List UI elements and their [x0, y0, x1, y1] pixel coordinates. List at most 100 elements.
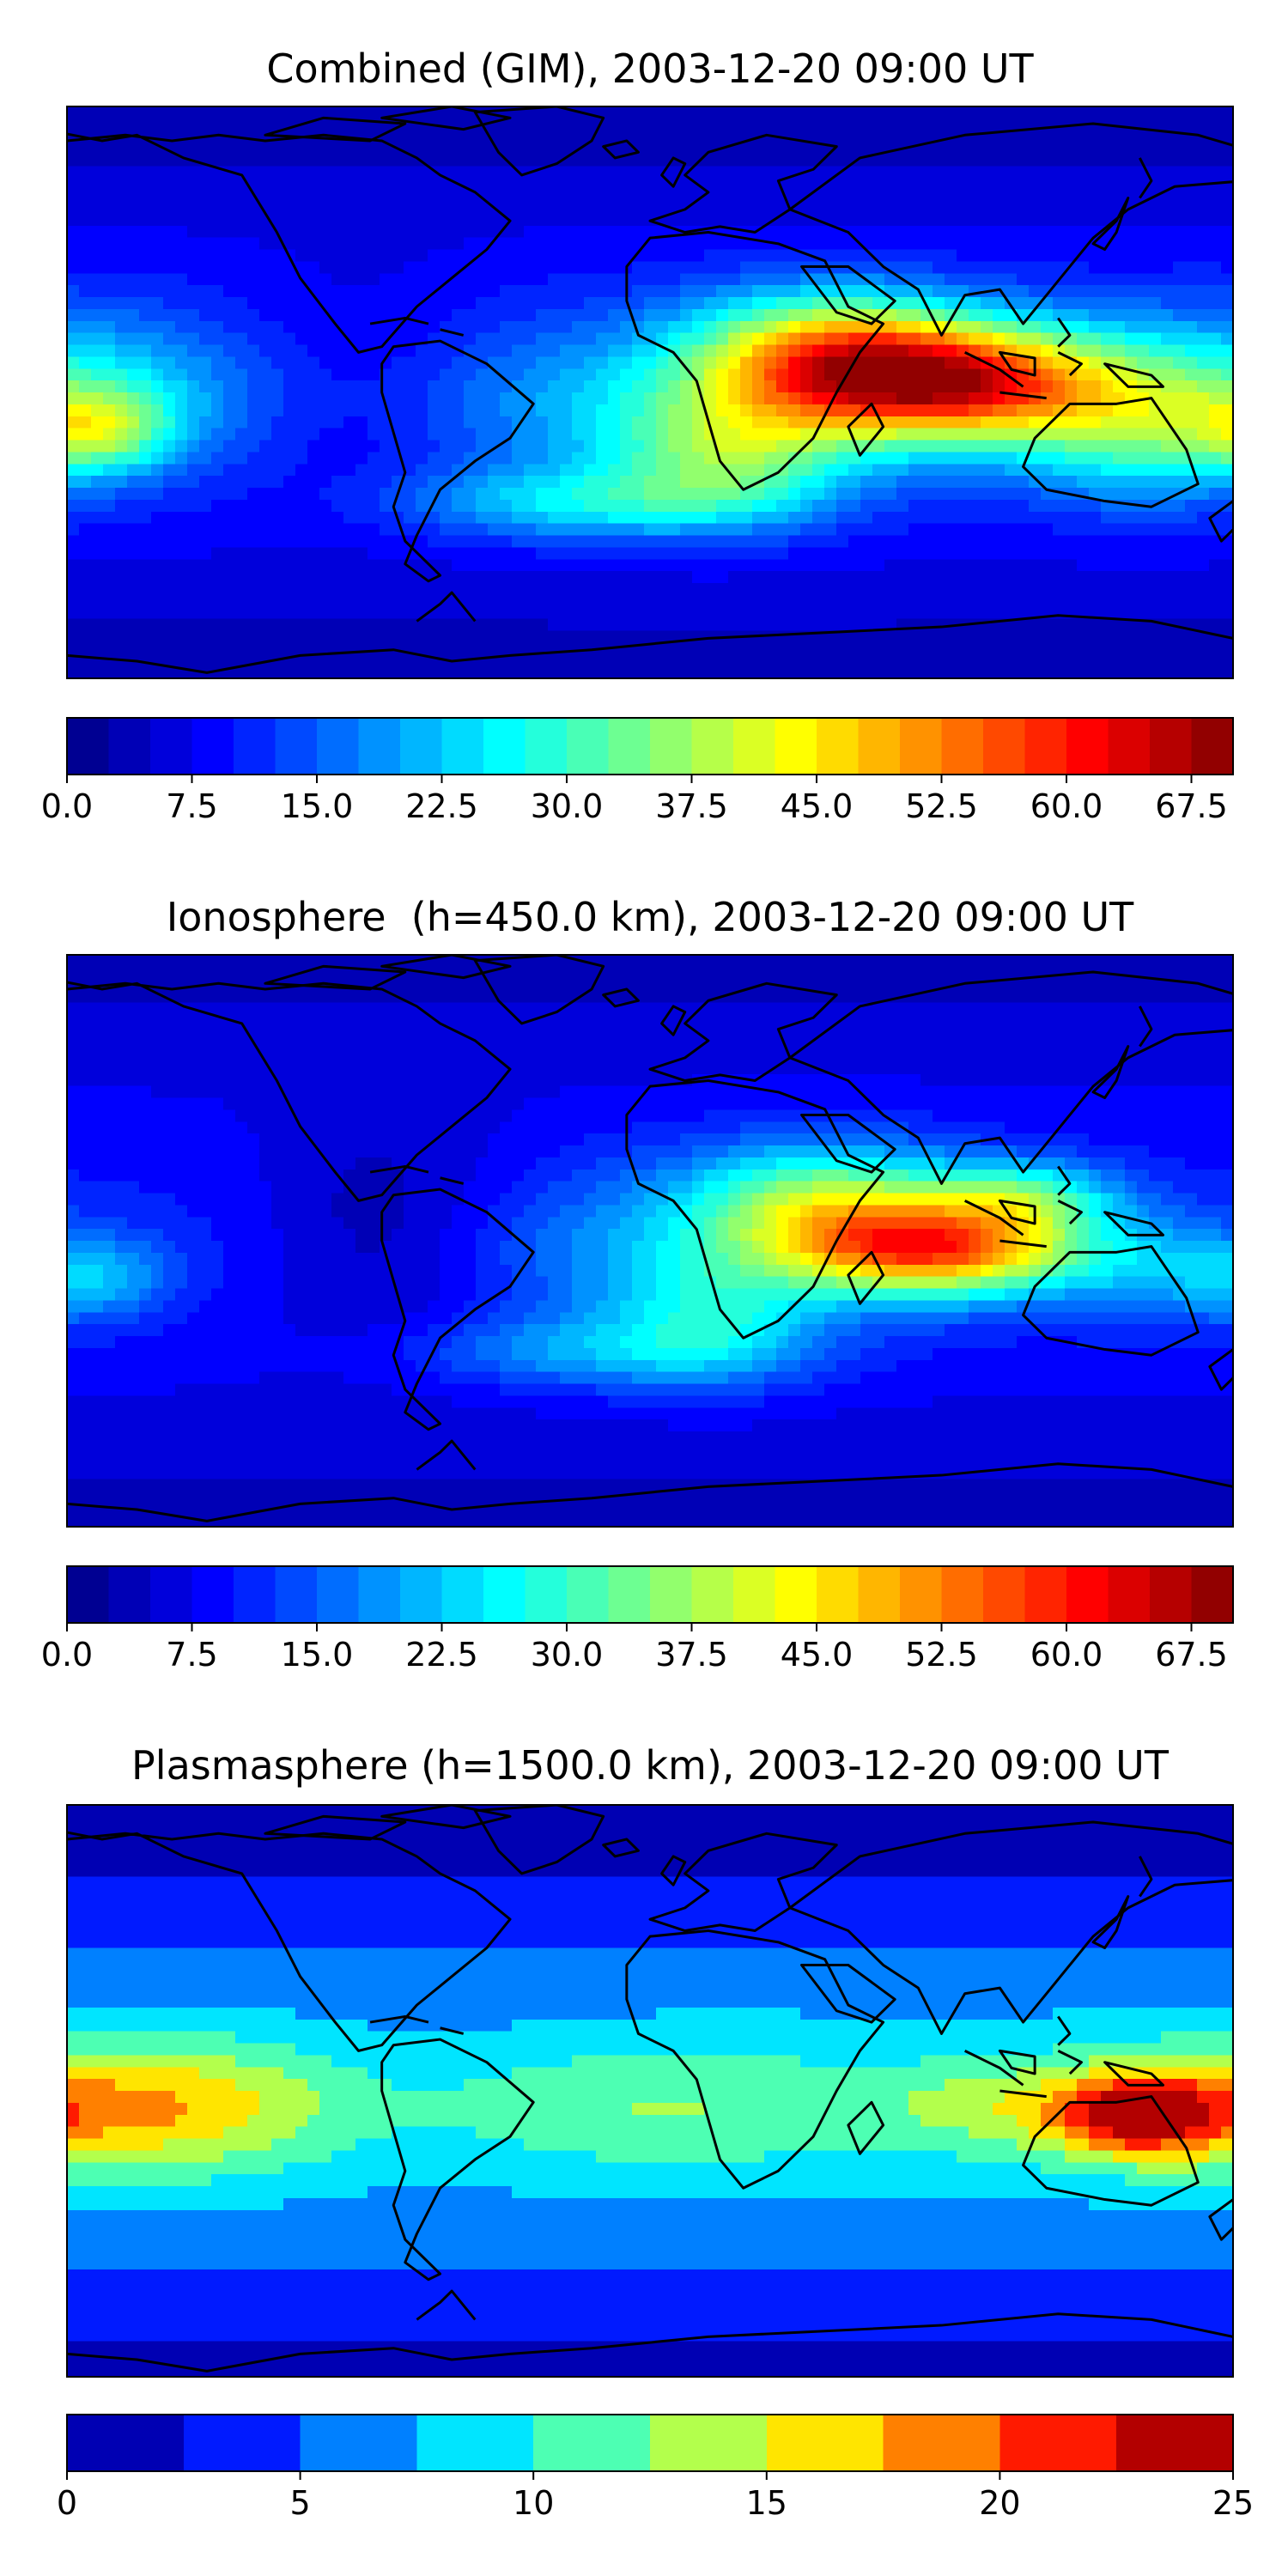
field-cell — [848, 106, 861, 119]
field-cell — [848, 213, 861, 227]
field-cell — [524, 464, 537, 477]
field-cell — [933, 213, 945, 227]
field-cell — [175, 966, 188, 980]
field-cell — [355, 666, 368, 678]
field-cell — [380, 559, 392, 572]
field-cell — [331, 273, 344, 286]
field-cell — [632, 225, 645, 239]
field-cell — [235, 606, 248, 620]
field-cell — [319, 416, 332, 429]
field-cell — [1173, 666, 1186, 678]
field-cell — [151, 392, 164, 405]
field-cell — [440, 380, 453, 393]
field-cell — [476, 380, 489, 393]
field-cell — [428, 642, 440, 655]
field-cell — [1113, 273, 1126, 286]
field-cell — [1053, 332, 1066, 346]
field-cell — [692, 106, 705, 119]
field-cell — [247, 428, 260, 441]
field-cell — [896, 320, 909, 334]
field-cell — [1149, 666, 1162, 678]
field-cell — [1209, 285, 1222, 298]
field-cell — [1113, 297, 1126, 310]
field-cell — [1005, 547, 1018, 560]
field-cell — [920, 166, 933, 179]
field-cell — [1077, 368, 1090, 381]
field-cell — [933, 452, 945, 465]
field-cell — [800, 535, 813, 548]
field-cell — [656, 130, 669, 143]
field-cell — [824, 583, 837, 596]
field-cell — [824, 630, 837, 643]
field-cell — [452, 404, 465, 417]
field-cell — [933, 440, 945, 453]
field-cell — [1197, 583, 1210, 596]
field-cell — [91, 476, 104, 489]
field-cell — [945, 142, 957, 155]
field-cell — [1173, 368, 1186, 381]
field-cell — [187, 642, 200, 655]
field-cell — [908, 476, 921, 489]
field-cell — [91, 178, 104, 191]
field-cell — [945, 249, 957, 262]
field-cell — [896, 285, 909, 298]
field-cell — [644, 978, 657, 992]
field-cell — [1029, 523, 1042, 537]
field-cell — [175, 118, 188, 131]
field-cell — [524, 571, 537, 584]
field-cell — [668, 452, 681, 465]
field-cell — [1137, 666, 1150, 678]
field-cell — [812, 654, 825, 667]
field-cell — [380, 488, 392, 501]
field-cell — [740, 547, 753, 560]
field-cell — [368, 285, 380, 298]
field-cell — [211, 654, 224, 667]
field-cell — [740, 523, 753, 537]
field-cell — [163, 618, 176, 632]
field-cell — [512, 380, 525, 393]
field-cell — [920, 249, 933, 262]
field-cell — [127, 583, 140, 596]
field-cell — [247, 368, 260, 381]
field-cell — [343, 118, 356, 131]
field-cell — [728, 440, 741, 453]
field-cell — [896, 178, 909, 191]
field-cell — [271, 202, 284, 215]
field-cell — [512, 440, 525, 453]
field-cell — [524, 547, 537, 560]
field-cell — [548, 213, 561, 227]
field-cell — [199, 547, 212, 560]
field-cell — [488, 404, 501, 417]
field-cell — [993, 261, 1005, 274]
field-cell — [776, 416, 789, 429]
field-cell — [175, 464, 188, 477]
field-cell — [127, 547, 140, 560]
field-cell — [404, 202, 416, 215]
field-cell — [908, 955, 921, 968]
field-cell — [67, 356, 80, 369]
field-cell — [259, 955, 272, 968]
field-cell — [1005, 154, 1018, 167]
field-cell — [644, 594, 657, 608]
field-cell — [355, 464, 368, 477]
field-cell — [488, 547, 501, 560]
field-cell — [271, 332, 284, 346]
field-cell — [848, 130, 861, 143]
field-cell — [608, 166, 621, 179]
field-cell — [1005, 142, 1018, 155]
field-cell — [428, 344, 440, 357]
field-cell — [476, 225, 489, 239]
field-cell — [945, 202, 957, 215]
field-cell — [920, 368, 933, 381]
field-cell — [788, 547, 801, 560]
field-cell — [163, 594, 176, 608]
field-cell — [1197, 332, 1210, 346]
field-cell — [824, 452, 837, 465]
field-cell — [981, 308, 993, 322]
field-cell — [247, 320, 260, 334]
field-cell — [259, 476, 272, 489]
field-cell — [295, 356, 308, 369]
field-cell — [716, 955, 729, 968]
field-cell — [235, 213, 248, 227]
field-cell — [271, 285, 284, 298]
